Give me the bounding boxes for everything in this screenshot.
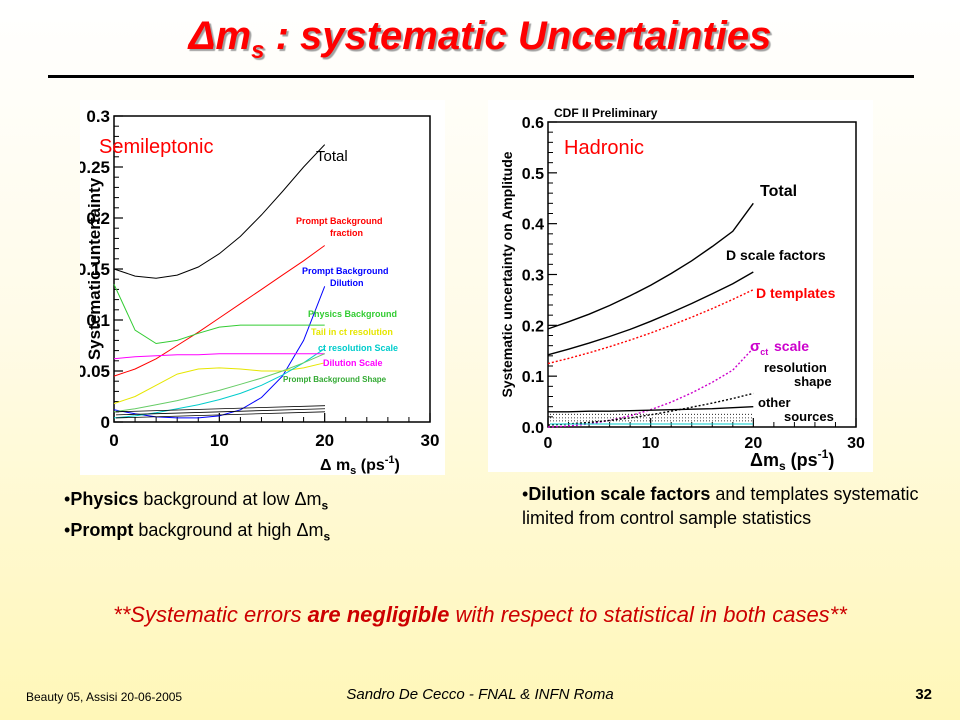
panel-label: Semileptonic bbox=[99, 136, 214, 158]
legend-entry: resolution bbox=[764, 360, 827, 375]
y-tick-label: 0.4 bbox=[522, 217, 544, 234]
legend-entry: Physics Background bbox=[308, 309, 397, 319]
legend-entry: Prompt Background bbox=[302, 266, 389, 276]
panel-label: Hadronic bbox=[564, 137, 644, 159]
series-line bbox=[115, 408, 326, 416]
x-tick-label: 30 bbox=[421, 431, 440, 450]
series-line bbox=[113, 284, 325, 345]
right-bullet: •Dilution scale factors and templates sy… bbox=[522, 484, 919, 528]
legend-entry: Dilution Scale bbox=[323, 358, 383, 368]
y-tick-label: 0.05 bbox=[80, 362, 110, 381]
page-title: Δms : systematic Uncertainties bbox=[0, 14, 960, 65]
left-bullets: •Physics background at low Δms •Prompt b… bbox=[64, 487, 330, 548]
series-line bbox=[113, 245, 325, 377]
legend-entry: Tail in ct resolution bbox=[311, 327, 393, 337]
x-tick-label: 20 bbox=[315, 431, 334, 450]
legend-entry: fraction bbox=[330, 228, 363, 238]
legend-entry: shape bbox=[794, 374, 832, 389]
hadronic-chart: 0 10 20 30 0.0 0.1 0.2 0.3 0.4 0.5 0.6 Systematic u… bbox=[499, 106, 865, 472]
series-line bbox=[113, 144, 326, 279]
x-tick-label: 20 bbox=[744, 435, 762, 452]
title-subscript: s bbox=[251, 37, 265, 64]
footer-event: Beauty 05, Assisi 20-06-2005 bbox=[26, 690, 183, 704]
x-tick-label: 0 bbox=[109, 431, 118, 450]
series-line bbox=[113, 353, 325, 360]
y-axis-label: Systematic untertainty bbox=[85, 177, 104, 360]
y-tick-label: 0.3 bbox=[86, 107, 110, 126]
series-line bbox=[547, 347, 754, 428]
y-tick-label: 0.15 bbox=[80, 260, 110, 279]
x-tick-label: 10 bbox=[210, 431, 229, 450]
semileptonic-chart: 0 10 20 30 0 0.05 0.1 0.15 0.2 0.25 0.3 Systematic … bbox=[80, 107, 440, 475]
y-tick-label: 0.1 bbox=[86, 311, 110, 330]
series-line bbox=[115, 411, 326, 419]
legend-entry: ct resolution Scale bbox=[318, 343, 398, 353]
legend-entry: σct bbox=[750, 338, 768, 357]
y-tick-label: 0.6 bbox=[522, 115, 544, 132]
y-tick-label: 0.5 bbox=[522, 166, 544, 183]
legend-entry: D templates bbox=[756, 285, 836, 301]
y-tick-label: 0.3 bbox=[522, 268, 544, 285]
x-axis-label: Δ ms (ps-1) bbox=[320, 454, 400, 475]
y-tick-label: 0.25 bbox=[80, 158, 110, 177]
conclusion-text: **Systematic errors are negligible with … bbox=[113, 602, 847, 627]
y-axis-label: Systematic uncertainty on Amplitude bbox=[499, 151, 515, 397]
y-tick-label: 0.2 bbox=[522, 318, 544, 335]
y-tick-label: 0.2 bbox=[86, 209, 110, 228]
x-tick-label: 30 bbox=[847, 435, 865, 452]
series-line bbox=[547, 202, 754, 330]
y-tick-label: 0.0 bbox=[522, 420, 544, 437]
x-tick-label: 0 bbox=[544, 435, 553, 452]
hadronic-panel: 0 10 20 30 0.0 0.1 0.2 0.3 0.4 0.5 0.6 Systematic u… bbox=[488, 100, 873, 472]
series-line bbox=[548, 406, 754, 413]
footer-page-number: 32 bbox=[915, 686, 932, 703]
footer-author: Sandro De Cecco - FNAL & INFN Roma bbox=[346, 686, 614, 703]
legend-entry: D scale factors bbox=[726, 247, 826, 263]
bullet-prompt: •Prompt background at high Δms bbox=[64, 519, 331, 544]
title-rest: : systematic Uncertainties bbox=[264, 14, 772, 58]
x-axis-label: Δms (ps-1) bbox=[750, 447, 834, 472]
title-delta: Δ bbox=[188, 14, 216, 58]
legend-entry: Dilution bbox=[330, 278, 364, 288]
legend-entry: sources bbox=[784, 409, 834, 424]
legend-entry: Total bbox=[760, 183, 797, 200]
y-tick-label: 0 bbox=[101, 413, 110, 432]
legend-entry: Prompt Background Shape bbox=[283, 375, 387, 384]
legend-entry: other bbox=[758, 395, 791, 410]
y-tick-label: 0.1 bbox=[522, 369, 544, 386]
semileptonic-panel: 0 10 20 30 0 0.05 0.1 0.15 0.2 0.25 0.3 Systematic … bbox=[80, 100, 445, 475]
legend-entry: Total bbox=[316, 148, 348, 165]
bullet-physics: •Physics background at low Δms bbox=[64, 489, 329, 513]
series-line bbox=[547, 271, 754, 356]
legend-entry: Prompt Background bbox=[296, 216, 383, 226]
x-tick-label: 10 bbox=[642, 435, 660, 452]
title-m: m bbox=[215, 14, 252, 58]
series-line bbox=[115, 405, 326, 413]
title-divider bbox=[48, 75, 914, 78]
series-line bbox=[113, 353, 325, 413]
series-line bbox=[547, 289, 754, 365]
legend-entry: scale bbox=[774, 338, 809, 354]
series-line bbox=[113, 362, 325, 405]
series-line bbox=[547, 392, 754, 426]
chart-title: CDF II Preliminary bbox=[554, 106, 658, 120]
series-line bbox=[113, 286, 326, 419]
